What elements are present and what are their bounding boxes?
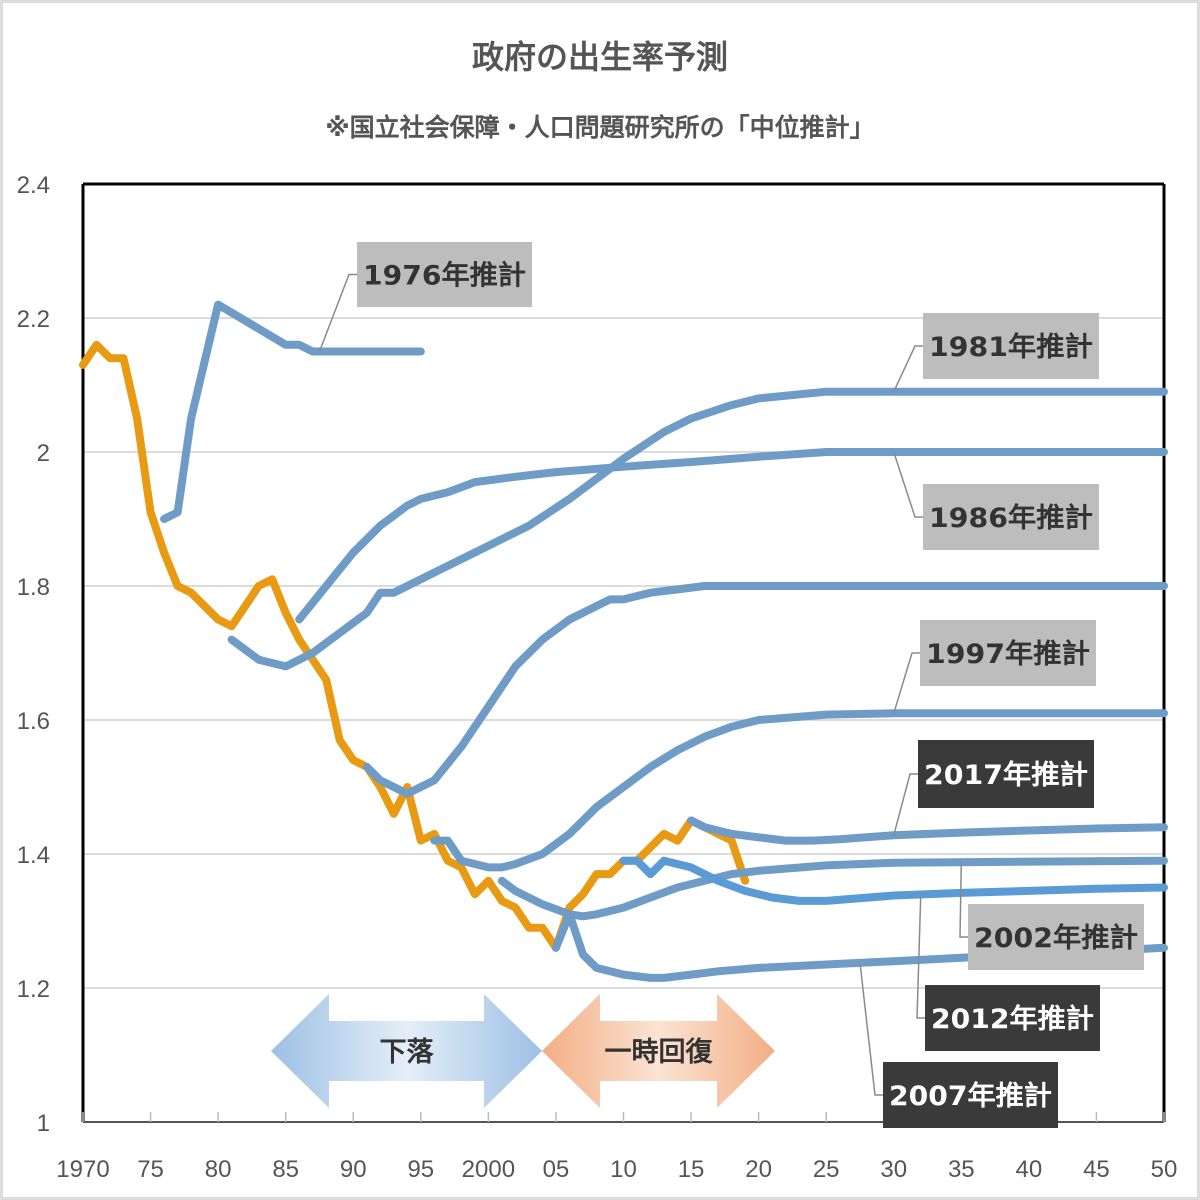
series-line-projection bbox=[619, 856, 1168, 905]
x-tick-label: 15 bbox=[678, 1156, 705, 1183]
chart-subtitle: ※国立社会保障・人口問題研究所の「中位推計」 bbox=[325, 113, 875, 142]
x-tick-label: 1970 bbox=[56, 1156, 109, 1183]
recovery-arrow bbox=[542, 994, 775, 1108]
x-tick-label: 95 bbox=[407, 1156, 434, 1183]
x-tick-label: 40 bbox=[1016, 1156, 1043, 1183]
series-line-projection bbox=[295, 448, 1168, 624]
series-label: 1976年推計 bbox=[363, 260, 526, 292]
series-label-box bbox=[923, 313, 1099, 379]
series-label-box bbox=[923, 484, 1099, 550]
series-line-projection bbox=[362, 582, 1168, 798]
label-leader-line bbox=[893, 652, 920, 714]
y-tick-label: 1.8 bbox=[17, 574, 50, 601]
series-label: 1997年推計 bbox=[926, 638, 1090, 670]
label-leader-line bbox=[959, 862, 968, 938]
series-line-actual bbox=[79, 340, 750, 952]
series-label: 2002年推計 bbox=[974, 922, 1138, 954]
label-leader-line bbox=[859, 962, 883, 1096]
decline-label: 下落 bbox=[380, 1037, 435, 1068]
y-tick-label: 1.6 bbox=[17, 708, 50, 735]
x-tick-label: 75 bbox=[137, 1156, 164, 1183]
period-annotations: 下落 一時回復 bbox=[271, 994, 775, 1108]
x-tick-label: 30 bbox=[880, 1156, 907, 1183]
series-line-projection bbox=[497, 856, 1168, 921]
series-label: 1986年推計 bbox=[929, 502, 1093, 534]
decline-arrow bbox=[271, 994, 542, 1108]
label-leader-line bbox=[893, 451, 923, 518]
series-line-projection bbox=[227, 387, 1168, 671]
chart-title: 政府の出生率予測 bbox=[471, 38, 728, 76]
series-line-projection bbox=[687, 816, 1168, 845]
series-label: 2007年推計 bbox=[889, 1080, 1052, 1112]
series-label-box bbox=[925, 985, 1100, 1051]
x-tick-label: 35 bbox=[948, 1156, 975, 1183]
x-tick-label: 45 bbox=[1083, 1156, 1110, 1183]
series-lines bbox=[79, 300, 1168, 982]
y-tick-label: 1 bbox=[37, 1110, 50, 1137]
y-tick-label: 2.2 bbox=[17, 306, 50, 333]
x-tick-label: 25 bbox=[813, 1156, 840, 1183]
recovery-label: 一時回復 bbox=[605, 1036, 714, 1068]
label-leaders bbox=[318, 273, 968, 1096]
label-leader-line bbox=[893, 773, 918, 836]
label-leader-line bbox=[916, 894, 925, 1019]
y-tick-label: 2.4 bbox=[17, 172, 50, 199]
series-label-box bbox=[920, 620, 1096, 686]
x-tick-label: 20 bbox=[745, 1156, 772, 1183]
x-tick-label: 85 bbox=[272, 1156, 299, 1183]
label-leader-line bbox=[318, 273, 357, 352]
x-tick-label: 2000 bbox=[462, 1156, 515, 1183]
series-label-box bbox=[357, 242, 532, 307]
y-tick-label: 1.4 bbox=[17, 842, 50, 869]
x-tick-label: 05 bbox=[543, 1156, 570, 1183]
series-label-box bbox=[883, 1062, 1058, 1128]
label-leader-line bbox=[893, 345, 923, 393]
y-tick-label: 2 bbox=[37, 440, 50, 467]
series-label: 2017年推計 bbox=[924, 759, 1088, 791]
y-tick-label: 1.2 bbox=[17, 976, 50, 1003]
x-tick-label: 50 bbox=[1151, 1156, 1178, 1183]
x-tick-label: 80 bbox=[205, 1156, 232, 1183]
tick-labels: 1 1.2 1.4 1.6 1.8 2 2.2 2.4 1970 75 80 85 90 95 2000 05… bbox=[17, 172, 1178, 1183]
series-label: 1981年推計 bbox=[929, 331, 1093, 363]
series-label-box bbox=[968, 904, 1144, 970]
x-tick-label: 10 bbox=[610, 1156, 637, 1183]
series-label: 2012年推計 bbox=[931, 1003, 1094, 1035]
series-line-projection bbox=[160, 300, 425, 523]
x-tick-label: 90 bbox=[340, 1156, 367, 1183]
series-line-projection bbox=[430, 709, 1168, 872]
series-labels: 1976年推計 1981年推計 1986年推計 1997年推計 2017年推計 2002年… bbox=[357, 242, 1144, 1128]
series-label-box bbox=[918, 740, 1094, 808]
